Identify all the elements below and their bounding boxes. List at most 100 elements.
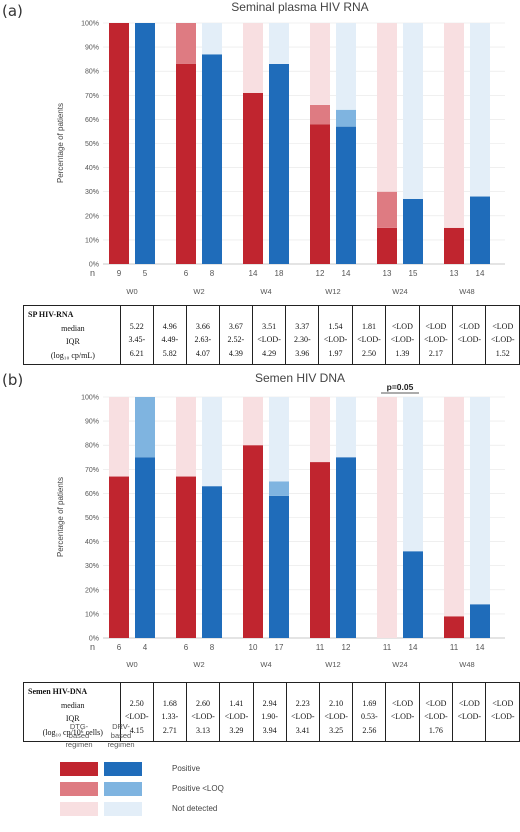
n-value: 15: [409, 269, 418, 278]
bar-positive-drv: [202, 54, 222, 264]
week-label: W4: [260, 287, 271, 296]
legend-swatch-drv-loq: [104, 782, 142, 796]
week-label: W24: [392, 660, 407, 669]
cell-value: 2.50: [129, 698, 144, 708]
n-value: 12: [316, 269, 325, 278]
y-tick-label: 40%: [85, 539, 99, 546]
cell-value: <LOD-: [290, 712, 315, 722]
n-value: 5: [143, 269, 148, 278]
y-tick-label: 70%: [85, 467, 99, 474]
cell-value: 1.69: [362, 698, 377, 708]
cell-value: 1.76: [428, 725, 443, 735]
n-value: 6: [184, 643, 189, 652]
cell-value: 1.54: [328, 321, 343, 331]
week-label: W2: [193, 660, 204, 669]
cell-value: 3.96: [295, 348, 310, 358]
cell-value: <LOD-: [257, 335, 281, 345]
y-tick-label: 80%: [85, 443, 99, 450]
bar-not-detected-dtg: [377, 23, 397, 192]
table-cell: 2.60 <LOD- 3.13: [185, 681, 221, 743]
cell-value: <LOD: [458, 698, 480, 708]
table-cell: 2.94 1.90- 3.94: [252, 681, 287, 743]
n-value: 4: [143, 643, 148, 652]
cell-value: 3.25: [329, 725, 344, 735]
cell-value: 2.30-: [293, 335, 311, 345]
n-value: 14: [476, 269, 485, 278]
bar-positive-dtg: [310, 462, 330, 638]
row-label: median: [60, 700, 85, 710]
cell-value: 3.13: [196, 725, 211, 735]
bar-not-detected-dtg: [444, 23, 464, 228]
bar-positive-drv: [269, 63, 289, 264]
n-value: 6: [184, 269, 189, 278]
cell-value: 1.81: [361, 321, 376, 331]
table-cell: 3.66 2.63- 4.07: [185, 304, 220, 366]
table-cell: <LOD <LOD- 1.52: [485, 304, 520, 366]
panel-letter: (b): [2, 371, 23, 389]
cell-value: <LOD-: [424, 712, 448, 722]
cell-value: 2.50: [361, 348, 376, 358]
y-tick-label: 90%: [85, 45, 99, 52]
cell-value: 1.39: [395, 348, 410, 358]
table-cell: <LOD <LOD- 1.39: [385, 304, 420, 366]
cell-value: <LOD-: [124, 712, 149, 722]
cell-value: 2.10: [329, 698, 344, 708]
week-label: W48: [459, 660, 474, 669]
cell-value: 2.56: [362, 725, 377, 735]
row-labels: Semen HIV-DNA median IQR (log₁₀ cp/10⁶ cell…: [23, 681, 121, 743]
bar-positive-drv: [336, 126, 356, 264]
cell-value: 4.49-: [161, 335, 179, 345]
bar-not-detected-dtg: [109, 397, 129, 477]
table-header: Semen HIV-DNA: [28, 687, 88, 696]
table-cell: 3.37 2.30- 3.96: [285, 304, 320, 366]
bar-not-detected-dtg: [310, 23, 330, 105]
n-value: 14: [249, 269, 258, 278]
cell-value: 2.63-: [194, 335, 212, 345]
cell-value: [453, 724, 485, 738]
table-cell: 1.54 <LOD- 1.97: [318, 304, 353, 366]
y-tick-label: 30%: [85, 563, 99, 570]
cell-value: 1.41: [229, 698, 244, 708]
n-value: 9: [117, 269, 122, 278]
p-value-annotation: p=0.05: [387, 382, 414, 392]
y-tick-label: 50%: [85, 515, 99, 522]
bar-positive-dtg: [176, 476, 196, 638]
n-value: 11: [450, 643, 459, 652]
y-axis-label: Percentage of patients: [56, 103, 65, 183]
bar-positive-dtg: [444, 616, 464, 638]
semen-hiv-dna-table: Semen HIV-DNA median IQR (log₁₀ cp/10⁶ cell…: [23, 681, 520, 743]
cell-value: <LOD-: [323, 335, 348, 345]
table-cell: 3.67 2.52- 4.39: [218, 304, 253, 366]
week-label: W24: [392, 287, 407, 296]
cell-value: [486, 724, 519, 738]
bar-positive-loq-dtg: [310, 104, 330, 125]
bar-not-detected-drv: [470, 397, 490, 605]
table-cell: 2.50 <LOD- 4.15: [119, 681, 154, 743]
bar-positive-dtg: [109, 476, 129, 638]
legend-swatch-drv-positive: [104, 762, 142, 776]
table-cell: <LOD <LOD-: [485, 681, 520, 743]
y-tick-label: 50%: [85, 141, 99, 148]
bar-positive-drv: [135, 23, 155, 264]
cell-value: <LOD: [425, 321, 447, 331]
cell-value: 4.15: [129, 725, 144, 735]
legend-label-positive: Positive: [172, 764, 201, 773]
row-labels: SP HIV-RNA median IQR (log₁₀ cp/mL): [23, 304, 121, 366]
cell-value: <LOD-: [490, 335, 515, 345]
bar-positive-drv: [403, 551, 423, 638]
n-value: 17: [275, 643, 284, 652]
y-tick-label: 90%: [85, 419, 99, 426]
cell-value: 2.94: [262, 698, 277, 708]
table-cell: 1.41 <LOD- 3.29: [219, 681, 254, 743]
cell-value: 1.52: [495, 348, 510, 358]
y-tick-label: 0%: [89, 262, 99, 269]
y-tick-label: 10%: [85, 611, 99, 618]
cell-value: 2.52-: [227, 335, 245, 345]
table-cell: <LOD <LOD-: [385, 681, 420, 743]
cell-value: <LOD: [391, 321, 413, 331]
bar-positive-drv: [403, 198, 423, 264]
legend-label-positive-loq: Positive <LOQ: [172, 784, 224, 793]
n-value: 18: [275, 269, 284, 278]
week-label: W2: [193, 287, 204, 296]
table-cell: <LOD <LOD- 2.17: [418, 304, 454, 366]
